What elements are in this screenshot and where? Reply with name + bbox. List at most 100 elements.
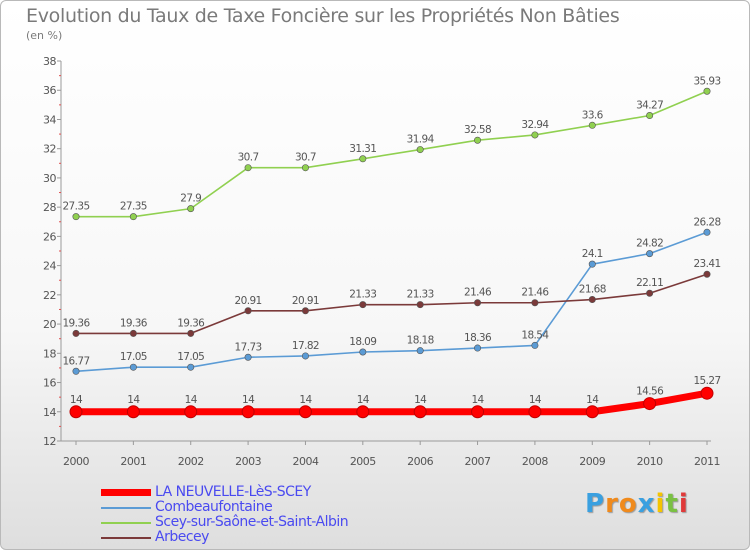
data-point	[700, 386, 714, 400]
data-label: 31.31	[349, 143, 376, 155]
data-point	[187, 329, 195, 337]
data-point	[298, 405, 312, 419]
x-tick-label: 2004	[292, 455, 318, 468]
data-label: 21.46	[521, 287, 549, 299]
data-point	[646, 112, 654, 120]
series-line-0	[76, 389, 708, 416]
data-label: 14	[414, 394, 427, 406]
y-tick-label: 16	[43, 377, 56, 390]
data-point	[301, 164, 309, 172]
x-tick-label: 2000	[63, 455, 89, 468]
data-label: 23.41	[693, 258, 720, 270]
data-label: 18.54	[521, 329, 549, 341]
y-tick-label: 32	[43, 143, 56, 156]
data-point	[474, 344, 482, 352]
data-point	[69, 405, 83, 419]
logo-letter: t	[665, 489, 679, 519]
data-label: 14.56	[636, 386, 664, 398]
data-point	[129, 329, 137, 337]
data-point	[241, 405, 255, 419]
data-point	[531, 131, 539, 139]
legend-label: Combeaufontaine	[155, 499, 273, 515]
data-label: 18.09	[349, 336, 376, 348]
legend-label: Scey-sur-Saône-et-Saint-Albin	[155, 514, 349, 530]
data-label: 15.27	[693, 375, 720, 387]
chart-subtitle: (en %)	[26, 29, 63, 42]
data-point	[244, 307, 252, 315]
data-point	[703, 270, 711, 278]
data-label: 32.58	[464, 124, 491, 136]
chart-title: Evolution du Taux de Taxe Foncière sur l…	[26, 5, 620, 27]
logo-letter: x	[637, 489, 656, 519]
data-point	[588, 296, 596, 304]
y-tick-label: 22	[43, 289, 56, 302]
data-point	[244, 353, 252, 361]
data-point	[359, 155, 367, 163]
data-label: 17.05	[177, 351, 204, 363]
data-label: 24.1	[582, 248, 603, 260]
y-tick-label: 24	[43, 260, 56, 273]
data-point	[301, 307, 309, 315]
series-line-1	[75, 231, 708, 373]
data-label: 14	[529, 394, 542, 406]
data-label: 26.28	[693, 216, 720, 228]
logo-letter: i	[655, 489, 666, 519]
x-tick-label: 2005	[350, 455, 376, 468]
data-point	[72, 213, 80, 221]
y-tick-label: 28	[43, 201, 56, 214]
data-label: 24.82	[636, 238, 663, 250]
series-line-2	[76, 90, 708, 218]
data-point	[703, 228, 711, 236]
data-label: 19.36	[62, 317, 90, 329]
data-label: 14	[127, 394, 140, 406]
data-point	[301, 352, 309, 360]
x-tick-label: 2011	[694, 455, 720, 468]
data-point	[416, 347, 424, 355]
data-point	[646, 289, 654, 297]
data-point	[356, 405, 370, 419]
data-label: 30.7	[295, 152, 316, 164]
legend-label: Arbecey	[155, 529, 209, 545]
x-tick-label: 2010	[637, 455, 663, 468]
data-label: 21.46	[464, 287, 492, 299]
data-point	[646, 250, 654, 258]
data-label: 14	[70, 394, 83, 406]
data-point	[244, 164, 252, 172]
data-point	[129, 363, 137, 371]
data-point	[359, 348, 367, 356]
data-point	[703, 87, 711, 95]
data-label: 20.91	[292, 295, 319, 307]
data-label: 14	[471, 394, 484, 406]
x-tick-label: 2002	[178, 455, 204, 468]
data-label: 16.77	[62, 355, 89, 367]
logo-letter: i	[678, 489, 689, 519]
data-label: 20.91	[235, 295, 262, 307]
data-point	[474, 299, 482, 307]
data-label: 21.33	[407, 289, 434, 301]
data-label: 17.73	[235, 341, 262, 353]
y-tick-label: 26	[43, 230, 56, 243]
data-point	[643, 397, 657, 411]
logo-letter: r	[605, 489, 619, 519]
data-label: 14	[185, 394, 198, 406]
y-tick-label: 36	[43, 84, 56, 97]
data-point	[416, 146, 424, 154]
legend-swatch	[101, 489, 151, 496]
logo-letter: P	[585, 489, 606, 519]
data-label: 33.6	[582, 109, 604, 121]
x-tick-label: 2006	[407, 455, 433, 468]
data-label: 27.35	[62, 201, 89, 213]
data-point	[528, 405, 542, 419]
data-label: 14	[586, 394, 599, 406]
y-tick-label: 38	[43, 55, 56, 68]
data-point	[129, 213, 137, 221]
data-point	[416, 301, 424, 309]
data-label: 22.11	[636, 277, 663, 289]
legend-label: LA NEUVELLE-LèS-SCEY	[155, 484, 311, 500]
data-label: 21.33	[349, 289, 376, 301]
x-tick-label: 2001	[120, 455, 146, 468]
x-tick-label: 2003	[235, 455, 261, 468]
x-tick-label: 2009	[579, 455, 605, 468]
data-label: 19.36	[177, 317, 205, 329]
